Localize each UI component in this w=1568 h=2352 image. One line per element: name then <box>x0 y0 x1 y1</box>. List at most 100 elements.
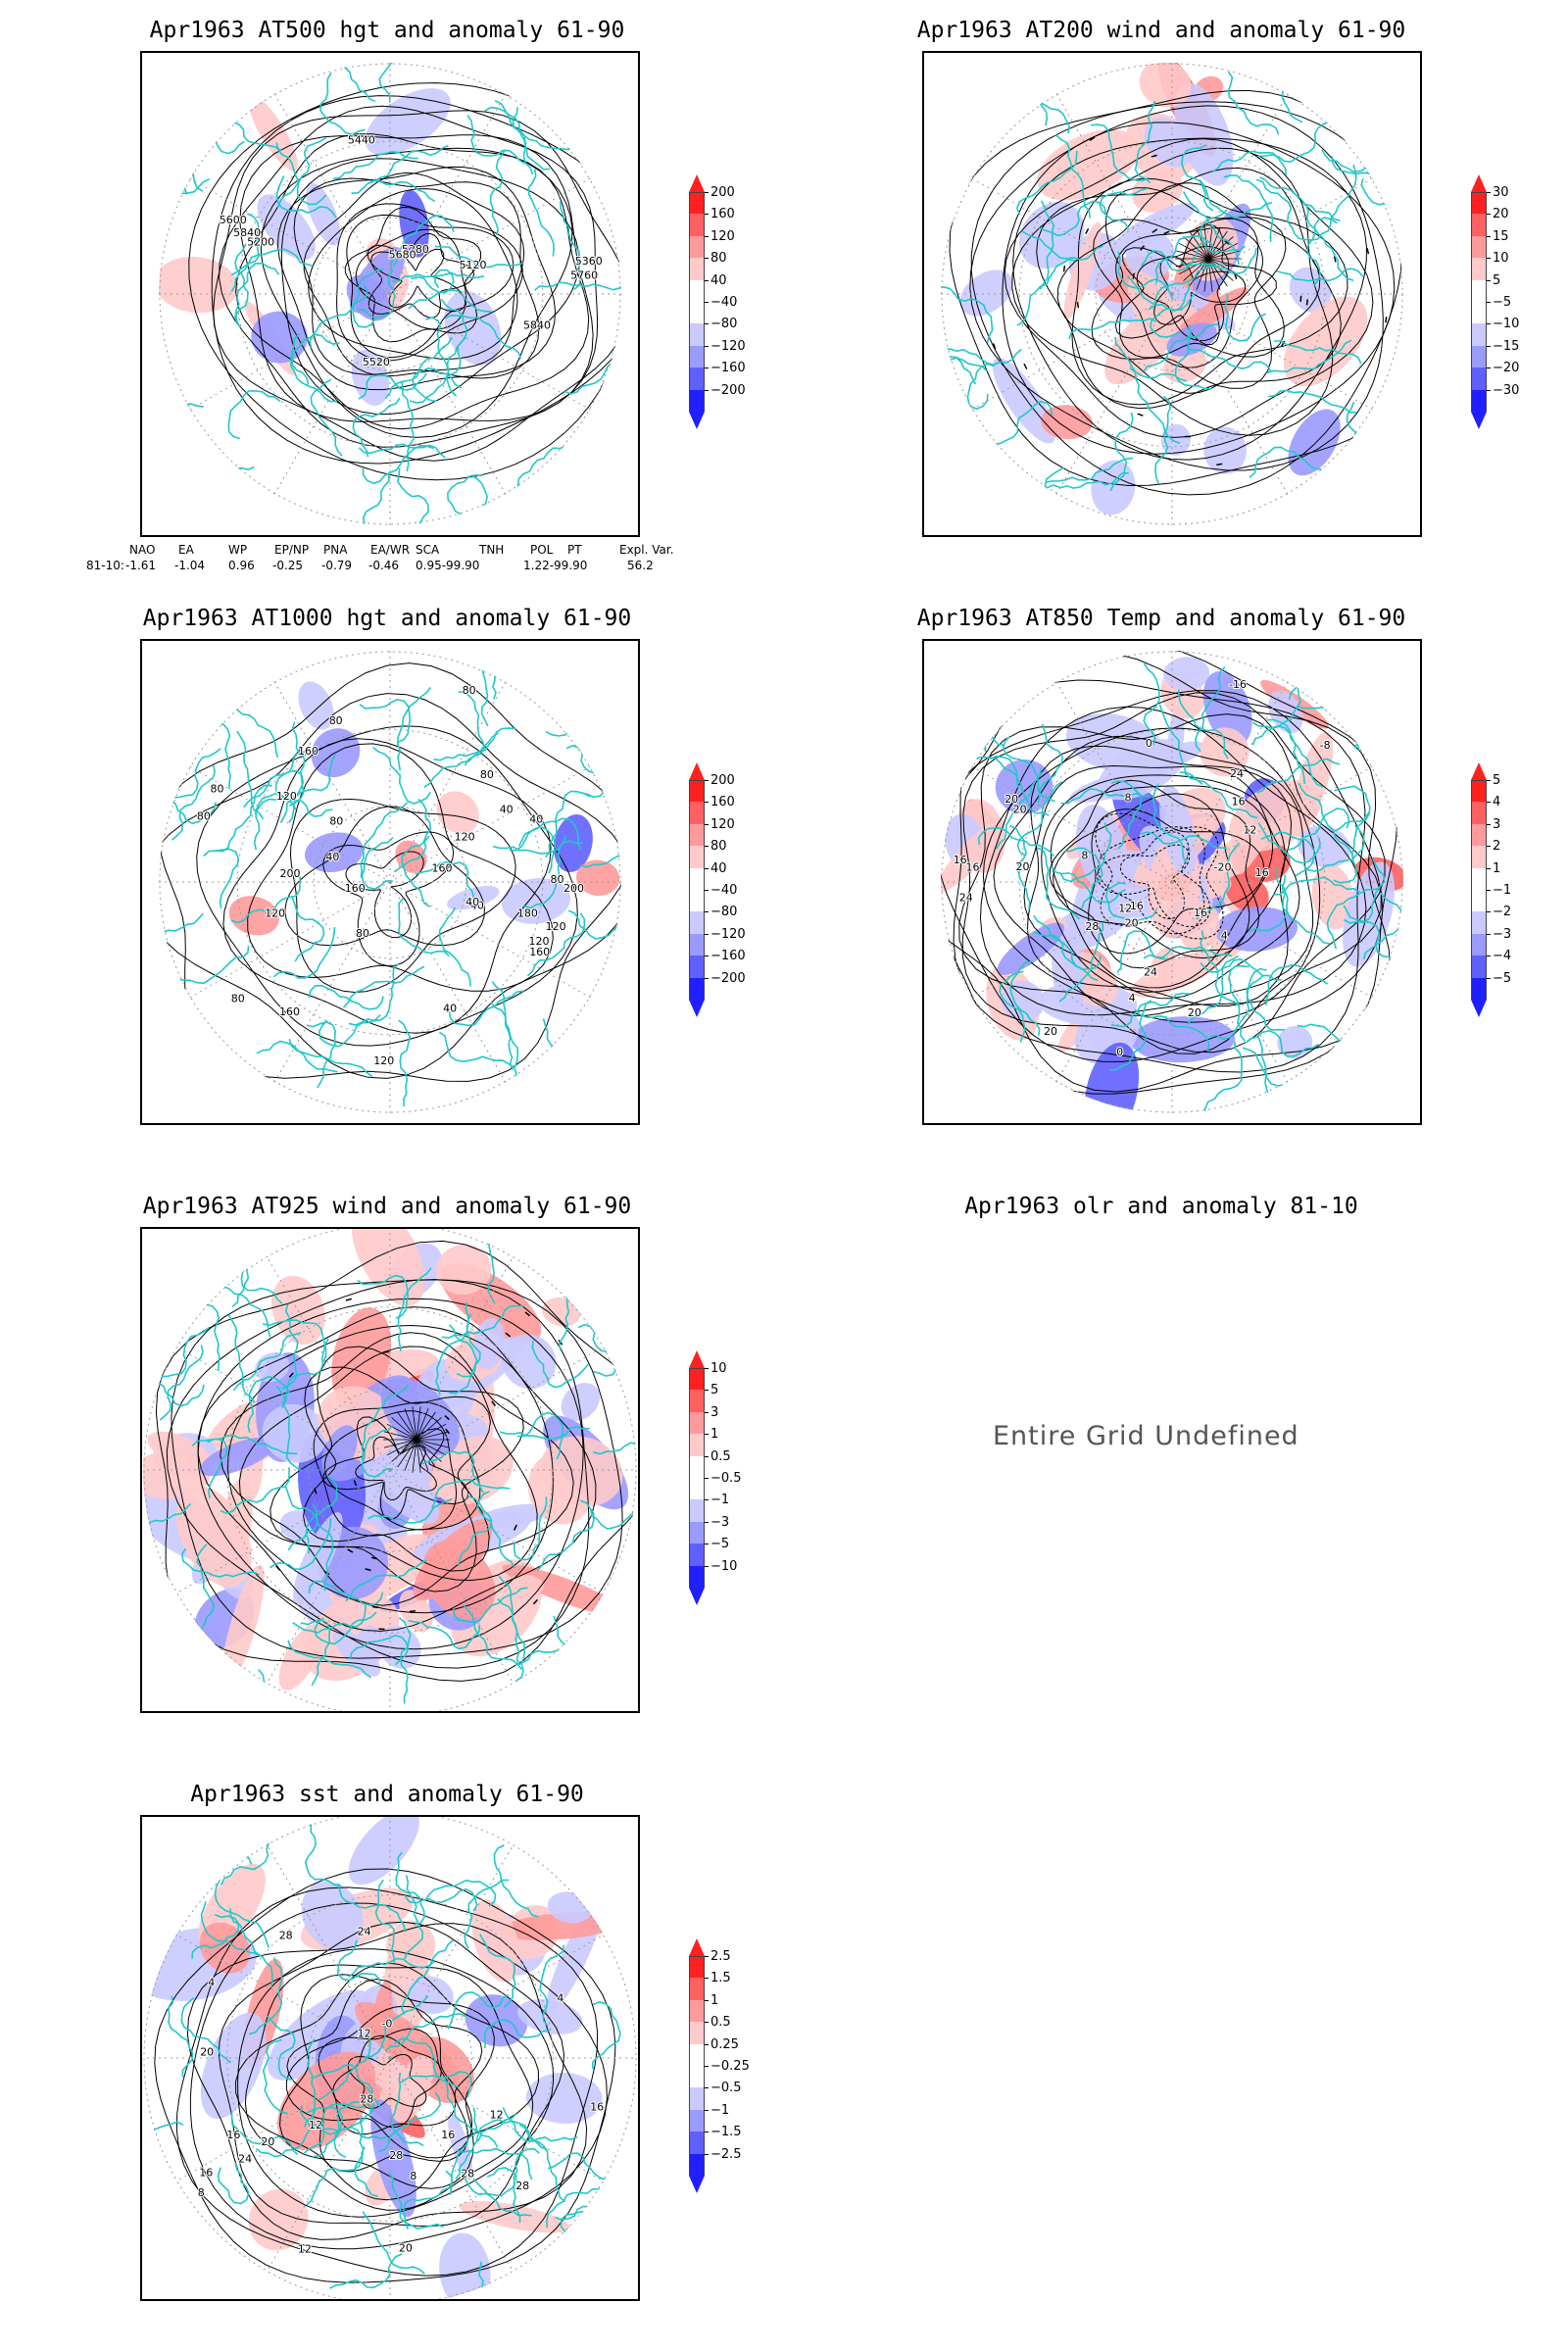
map-sst-svg: 28 28 28 24 20 16 12 12 8 16 4 -0 28 20 16 12 4 8 12 16 20 24… <box>143 1817 637 2299</box>
map-sst-coastline <box>473 2261 501 2299</box>
map-t850-contour <box>1095 812 1224 940</box>
map-z1000-contour-label: 120 <box>265 906 285 919</box>
map-u200-coastline <box>1021 230 1103 261</box>
map-z500-contour-label: 5520 <box>363 356 390 368</box>
colorbar-u925-segment <box>689 1455 705 1478</box>
colorbar-u200-tick <box>1487 214 1491 216</box>
map-sst-contour <box>332 2034 442 2129</box>
map-z1000-coastline <box>517 817 582 851</box>
colorbar-z1000-segment <box>689 911 705 934</box>
map-z500-coastline <box>175 112 245 155</box>
colorbar-z1000-segment <box>689 780 705 803</box>
colorbar-sst-segment <box>689 2132 705 2154</box>
map-z500-anomaly-patch <box>399 189 429 258</box>
map-u200-pole-stream <box>1178 242 1209 260</box>
map-z1000-anomaly-patch <box>436 791 479 834</box>
map-u200-contour <box>1114 224 1277 346</box>
map-z1000-coastline <box>361 836 394 890</box>
map-z1000-contour <box>222 738 552 1034</box>
map-u925-anomaly-patch <box>147 1431 212 1470</box>
map-u200-pole-stream <box>1203 225 1209 260</box>
map-sst-contour-label: 16 <box>441 2129 455 2141</box>
map-z500-coastline <box>409 336 466 404</box>
map-z1000-contour-label: 40 <box>325 851 339 863</box>
map-t850-anomaly-patch <box>1098 739 1187 801</box>
map-sst-coastline <box>248 1957 283 2035</box>
colorbar-t850-label: −1 <box>1493 883 1512 898</box>
colorbar-z500-tick <box>705 258 709 260</box>
map-u925-anomaly-patch <box>435 1244 492 1296</box>
map-u200-coastline <box>1276 268 1364 282</box>
map-u200-pole-stream <box>1207 227 1221 260</box>
map-sst-coastline <box>424 1879 497 1907</box>
map-u925-stream-arrow <box>505 1332 512 1338</box>
index-value: -0.79 <box>321 559 353 572</box>
map-u925-coastline <box>308 1580 384 1606</box>
map-sst-coastline <box>395 1851 425 1926</box>
map-z500-coastline <box>332 151 418 180</box>
map-t850-coastline <box>1196 842 1240 920</box>
colorbar-z500-tick <box>705 214 709 216</box>
map-z500-contour <box>355 228 467 330</box>
colorbar-z1000-tick <box>705 977 709 979</box>
map-sst-coastline <box>180 1997 232 2064</box>
map-u200-pole-stream <box>1178 258 1209 275</box>
map-t850-contour <box>958 713 1382 1054</box>
map-z500-coastline <box>560 201 581 291</box>
map-t850-contour-label: 20 <box>1188 1006 1201 1019</box>
map-u925-coastline <box>517 1411 564 1460</box>
colorbar-z500-segment <box>689 389 705 412</box>
map-u925-pole-stream <box>397 1411 417 1441</box>
map-u200-stream-arrow <box>1076 302 1080 309</box>
map-u200-coastline <box>1199 178 1273 219</box>
map-sst-coastline <box>354 2115 378 2198</box>
colorbar-z1000-tick <box>705 823 709 825</box>
map-u925-coastline <box>292 1602 367 1634</box>
map-sst-contour <box>186 1923 588 2240</box>
colorbar-z500-segment <box>689 345 705 368</box>
map-sst-coastline <box>390 2072 424 2147</box>
map-z1000-coastline <box>288 754 336 824</box>
colorbar-z1000-tick <box>705 802 709 804</box>
map-z1000-contour-label: 120 <box>529 935 550 948</box>
index-header: POL <box>530 543 554 557</box>
map-u925-pole-stream <box>416 1417 442 1441</box>
map-t850-coastline <box>1008 824 1031 910</box>
colorbar-u200-segment <box>1471 345 1487 368</box>
colorbar-u200-segment <box>1471 192 1487 215</box>
map-u925-coastline <box>305 1475 338 1554</box>
colorbar-z500-tick <box>705 345 709 347</box>
colorbar-z1000-label: 160 <box>710 795 735 810</box>
map-z500-coastline <box>362 444 434 485</box>
colorbar-z1000-segment <box>689 846 705 868</box>
map-z500-coastline <box>230 248 314 276</box>
map-z500-coastline <box>527 169 555 257</box>
map-u200-coastline <box>1091 123 1150 182</box>
map-t850-coastline <box>1116 930 1167 974</box>
map-u200-stream-arrow <box>992 343 997 350</box>
map-t850-coastline <box>956 669 1005 746</box>
map-u200-stream-arrow <box>1216 463 1223 466</box>
map-u200-coastline <box>1015 150 1078 216</box>
colorbar-z500-segment <box>689 235 705 259</box>
map-sst-lat-circle <box>143 1817 637 2299</box>
map-u925-stream-arrow <box>275 1565 281 1571</box>
map-sst-coastline <box>266 2014 296 2082</box>
map-u925-coastline <box>598 1656 637 1711</box>
map-u925-coastline <box>463 1604 522 1671</box>
map-z500-coastline <box>309 284 368 349</box>
map-u200-coastline <box>1029 63 1070 134</box>
map-sst-contour-label: -0 <box>381 2018 392 2031</box>
map-u200-anomaly-patch <box>992 358 1055 444</box>
map-sst-meridian <box>389 2057 605 2182</box>
index-value: 0.95-99.90 <box>416 559 480 572</box>
map-u925-coastline <box>270 1518 332 1570</box>
map-t850-contour <box>1097 826 1205 935</box>
map-u200-coastline <box>1174 325 1212 390</box>
colorbar-z1000-label: 120 <box>710 816 735 832</box>
map-u925-coastline <box>159 1345 204 1421</box>
map-t850-anomaly-patch <box>1001 980 1045 1022</box>
map-z1000-coastline <box>274 769 305 824</box>
map-z1000-coastline <box>306 1021 337 1089</box>
map-u200-coastline <box>1266 339 1352 374</box>
